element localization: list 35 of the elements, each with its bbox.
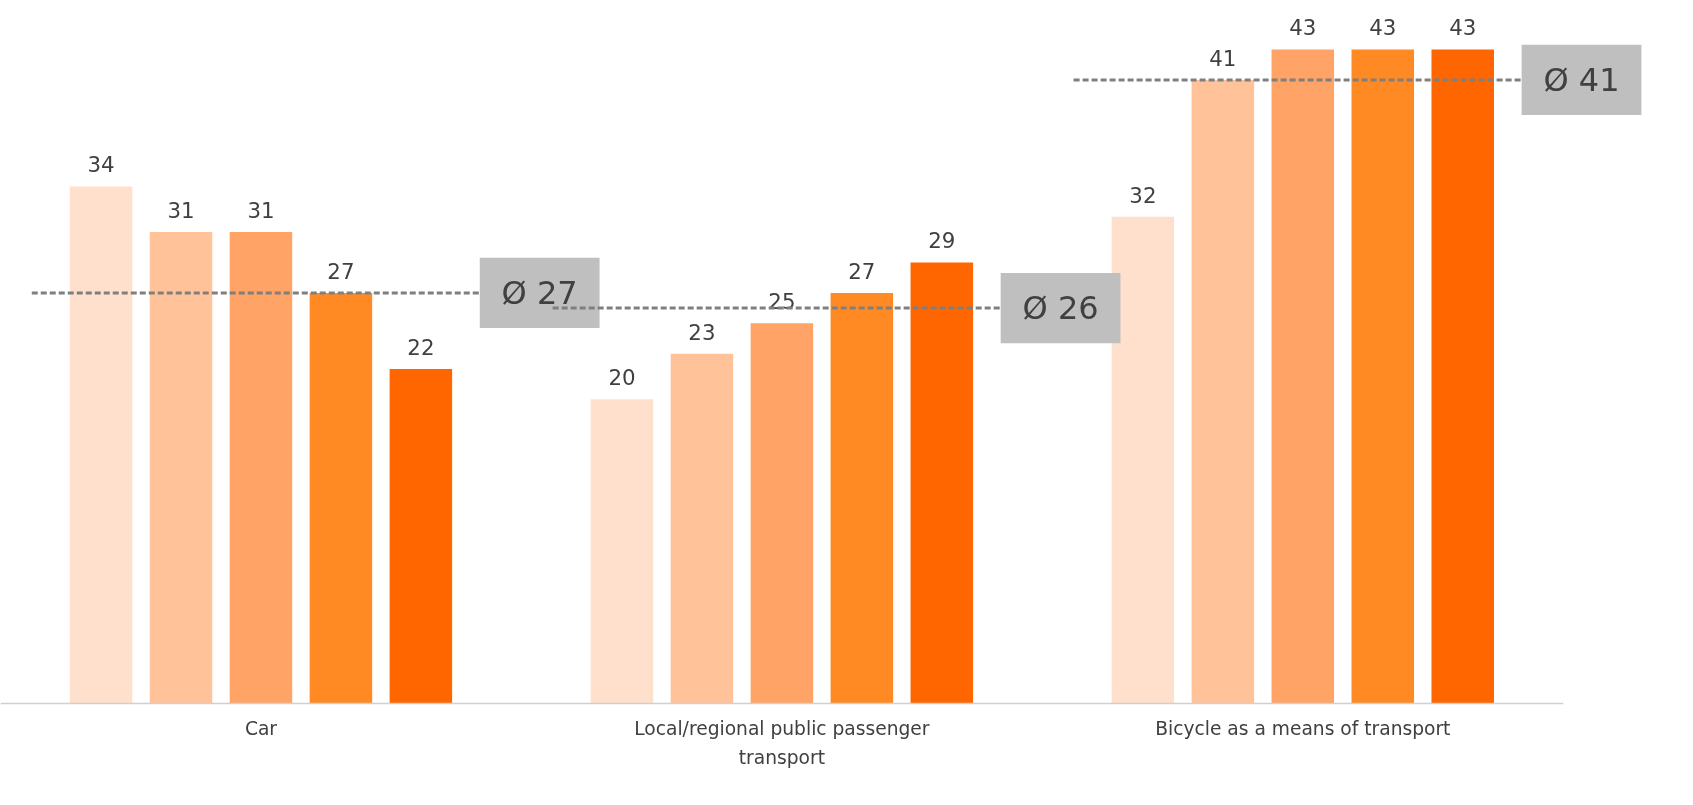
bar (910, 262, 974, 704)
data-label: 43 (1369, 15, 1397, 41)
bar (1191, 79, 1255, 704)
x-tick-label: Car (244, 717, 278, 739)
bar (750, 323, 814, 704)
data-label: 29 (928, 228, 956, 254)
bar (590, 399, 654, 704)
data-label: 34 (87, 152, 115, 178)
bar (69, 186, 133, 704)
data-label: 41 (1209, 45, 1237, 71)
data-label: 22 (407, 334, 435, 360)
data-label: 27 (327, 258, 355, 284)
data-label: 27 (848, 258, 876, 284)
ref-line-label: Ø 26 (1022, 289, 1099, 328)
data-label: 32 (1129, 182, 1157, 208)
data-label: 43 (1289, 15, 1317, 41)
ref-line-label: Ø 27 (501, 273, 578, 312)
bar (309, 292, 373, 704)
data-label: 20 (608, 365, 636, 391)
bar (1351, 49, 1415, 704)
ref-line-label: Ø 41 (1543, 60, 1620, 99)
x-tick-label: Local/regional public passenger transport (634, 717, 930, 769)
bar (670, 353, 734, 704)
data-label: 31 (167, 198, 195, 223)
data-label: 43 (1449, 15, 1477, 41)
x-tick-label: Bicycle as a means of transport (1155, 717, 1451, 739)
bar (1431, 49, 1494, 704)
bar (830, 292, 894, 704)
bar (389, 368, 453, 704)
bar (229, 232, 293, 704)
data-label: 23 (688, 319, 716, 345)
bar (1271, 49, 1335, 704)
bar (1111, 216, 1175, 704)
data-label: 31 (247, 198, 275, 223)
bar (149, 232, 213, 704)
